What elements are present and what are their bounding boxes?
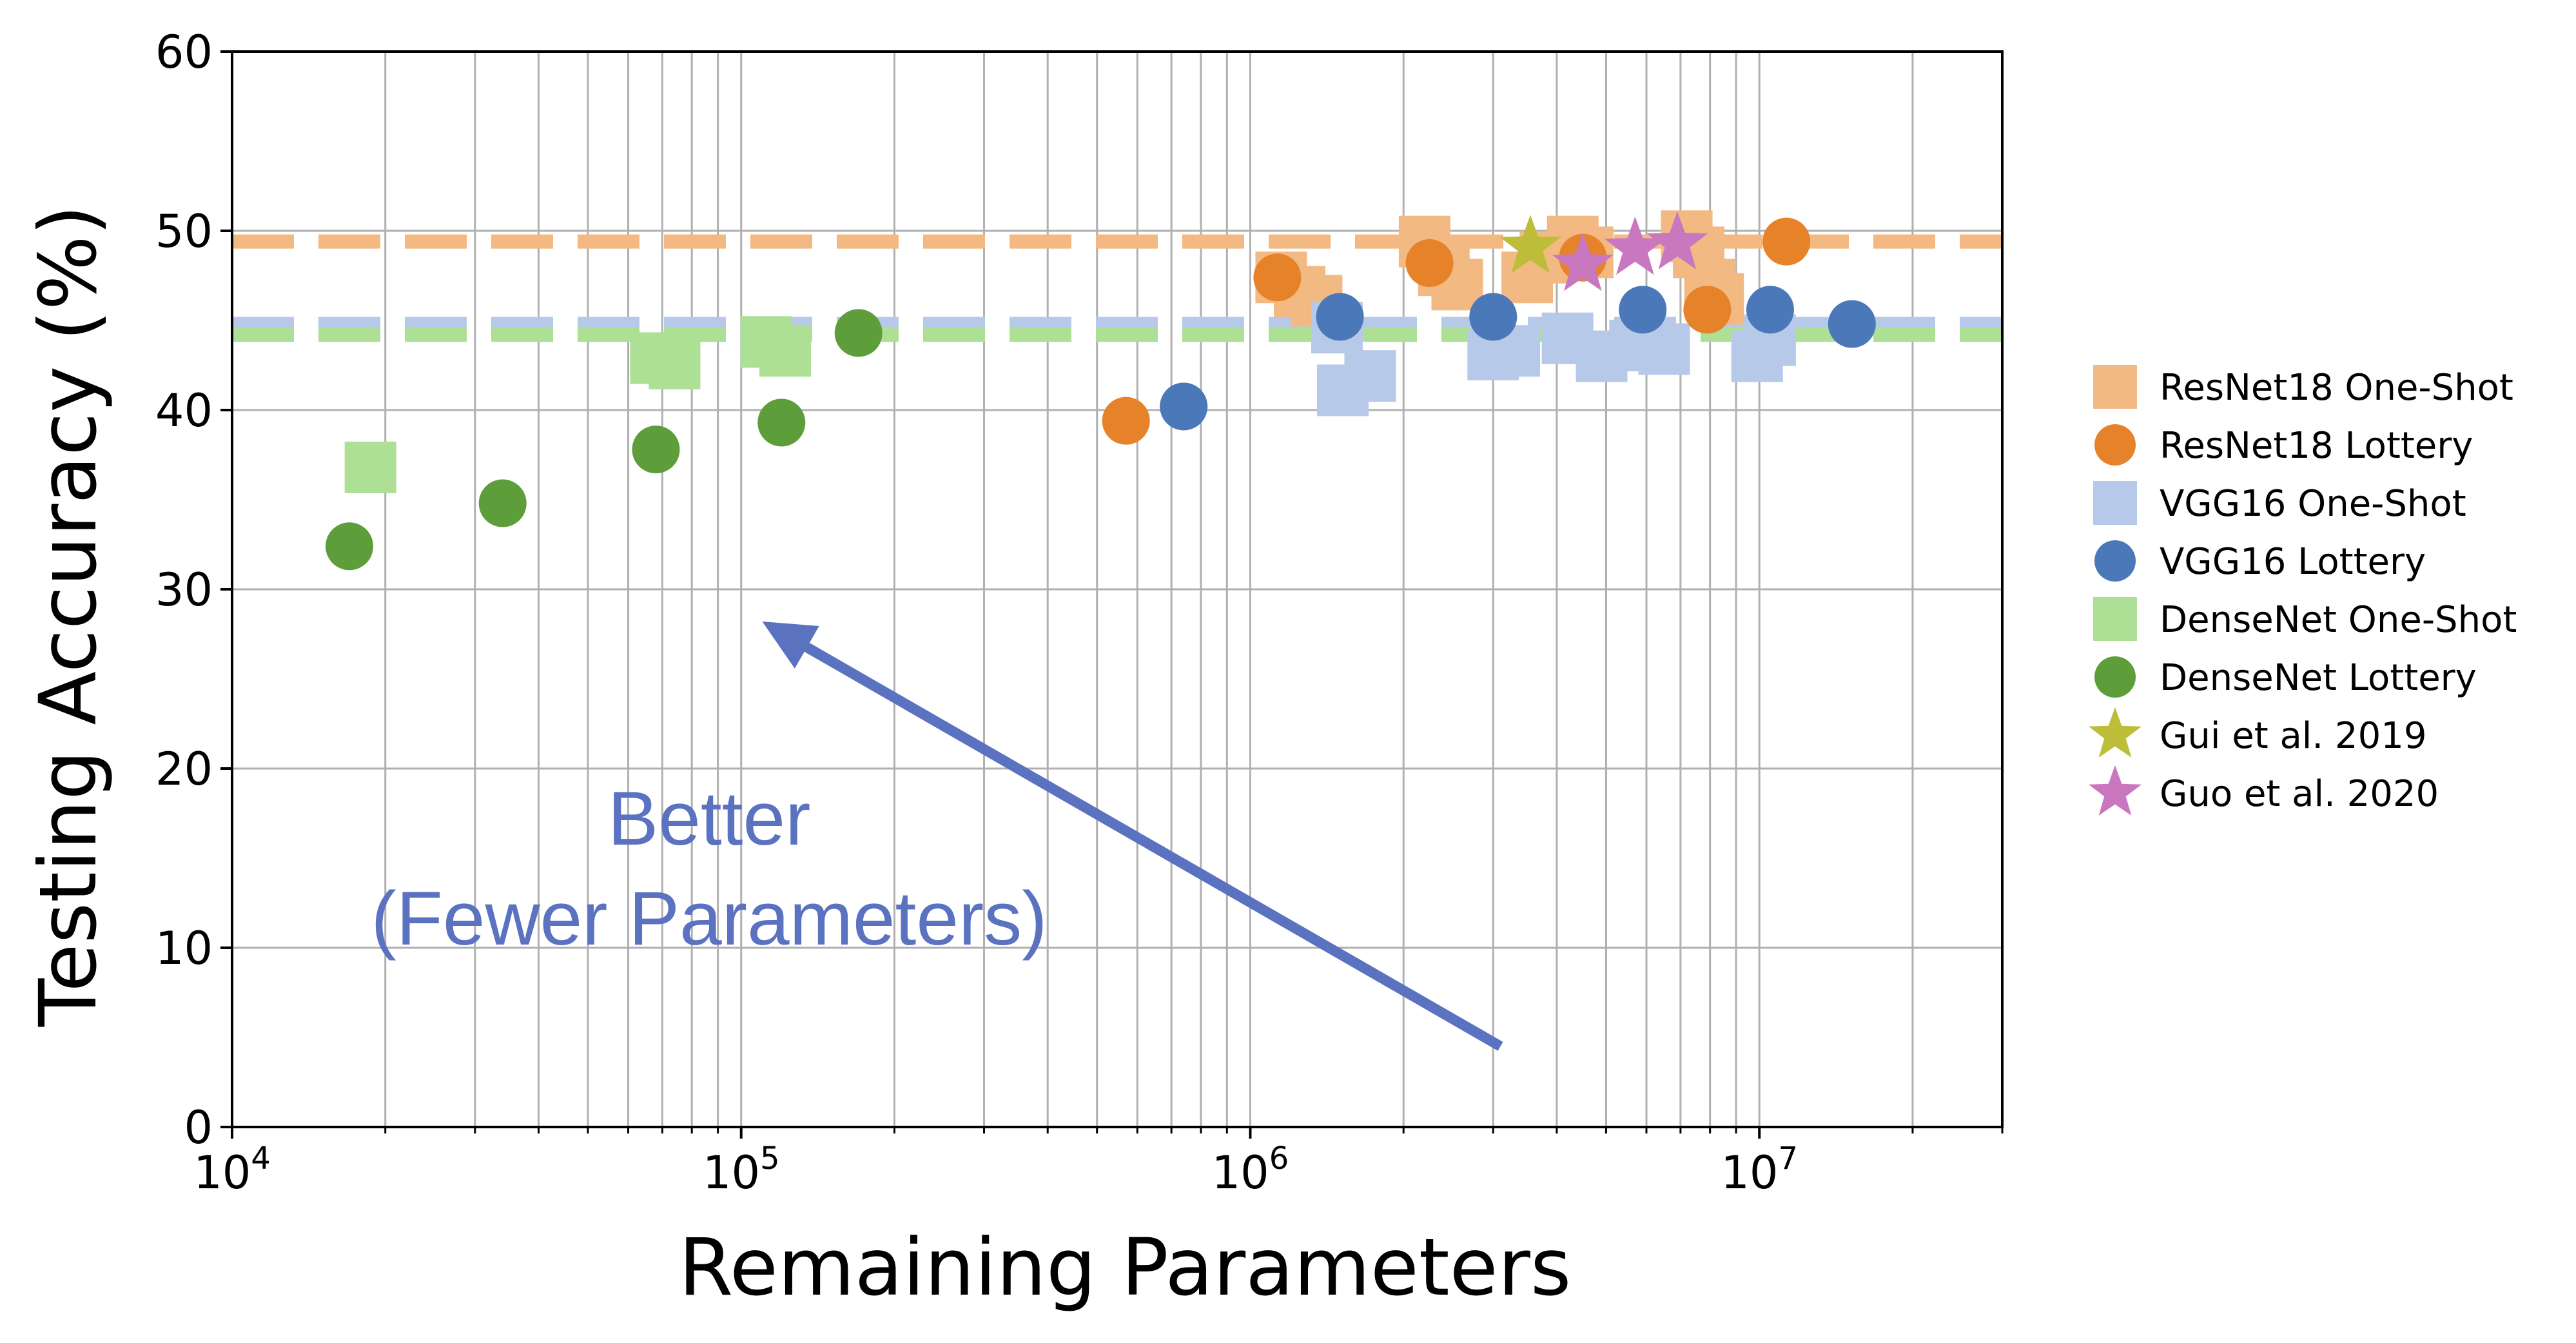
x-tick-label: 106	[1212, 1141, 1289, 1199]
x-tick-label: 104	[193, 1141, 271, 1199]
arrow-shaft	[804, 643, 1503, 1051]
legend-marker-resnet18-lottery	[2094, 424, 2136, 466]
resnet18-lottery-point	[1253, 253, 1302, 302]
y-tick-label: 20	[155, 743, 213, 796]
x-tick-label: 107	[1721, 1141, 1798, 1199]
legend-marker-densenet-one-shot	[2093, 597, 2137, 641]
vgg16-one-shot-point	[1344, 350, 1396, 402]
y-tick-label: 10	[155, 922, 213, 975]
resnet18-lottery-point	[1683, 286, 1732, 334]
x-tick-label: 105	[703, 1141, 780, 1199]
densenet-lottery-point	[757, 398, 806, 447]
densenet-lottery-point	[632, 426, 680, 474]
legend-label: VGG16 One-Shot	[2160, 483, 2466, 525]
densenet-lottery-point	[325, 522, 373, 571]
y-tick-label: 60	[155, 26, 213, 79]
legend-marker-vgg16-lottery	[2094, 540, 2136, 582]
vgg16-lottery-point	[1746, 286, 1794, 334]
y-tick-label: 50	[155, 205, 213, 258]
legend-marker-densenet-lottery	[2094, 656, 2136, 698]
densenet-one-shot-point	[759, 325, 811, 377]
axis-ticks: 0 10 20 30 40 50 60 104 105 106 107	[155, 26, 2004, 1199]
legend-label: Guo et al. 2020	[2160, 773, 2439, 815]
legend-label: Gui et al. 2019	[2160, 715, 2426, 757]
legend-label: ResNet18 Lottery	[2160, 425, 2473, 467]
legend: ResNet18 One-Shot ResNet18 Lottery VGG16 O…	[2088, 365, 2517, 816]
resnet18-lottery-point	[1102, 397, 1150, 445]
guo-et-al-2020-point	[1604, 216, 1666, 275]
vgg16-lottery-point	[1160, 382, 1208, 431]
data-points	[325, 210, 1876, 571]
legend-marker-guo-et-al-2020	[2088, 765, 2142, 816]
densenet-lottery-point	[834, 309, 883, 357]
vgg16-lottery-point	[1619, 286, 1667, 334]
resnet18-lottery-point	[1405, 239, 1454, 288]
guo-et-al-2020-point	[1646, 211, 1708, 270]
densenet-lottery-point	[478, 479, 527, 527]
legend-marker-resnet18-one-shot	[2093, 365, 2137, 409]
annotation-line1: Better	[608, 776, 811, 861]
y-axis-label: Testing Accuracy (%)	[23, 205, 114, 1028]
legend-label: VGG16 Lottery	[2160, 541, 2426, 583]
gui-et-al-2019-point	[1499, 215, 1561, 273]
y-tick-label: 0	[184, 1101, 213, 1154]
y-tick-label: 30	[155, 564, 213, 616]
densenet-one-shot-point	[344, 441, 396, 493]
legend-marker-gui-et-al-2019	[2088, 707, 2142, 758]
vgg16-lottery-point	[1828, 300, 1876, 348]
x-axis-label: Remaining Parameters	[679, 1222, 1572, 1313]
annotation-line2: (Fewer Parameters)	[371, 876, 1047, 961]
y-tick-label: 40	[155, 384, 213, 437]
legend-marker-vgg16-one-shot	[2093, 481, 2137, 525]
grid-lines	[231, 50, 2004, 1128]
guo-et-al-2020-point	[1552, 232, 1614, 291]
arrow-head	[762, 622, 819, 669]
legend-label: DenseNet Lottery	[2160, 657, 2477, 699]
better-annotation: Better (Fewer Parameters)	[371, 622, 1503, 1051]
vgg16-lottery-point	[1469, 293, 1517, 341]
resnet18-lottery-point	[1762, 217, 1811, 266]
vgg16-lottery-point	[1316, 293, 1364, 341]
legend-label: DenseNet One-Shot	[2160, 599, 2517, 641]
densenet-one-shot-point	[649, 337, 701, 389]
legend-label: ResNet18 One-Shot	[2160, 367, 2513, 409]
